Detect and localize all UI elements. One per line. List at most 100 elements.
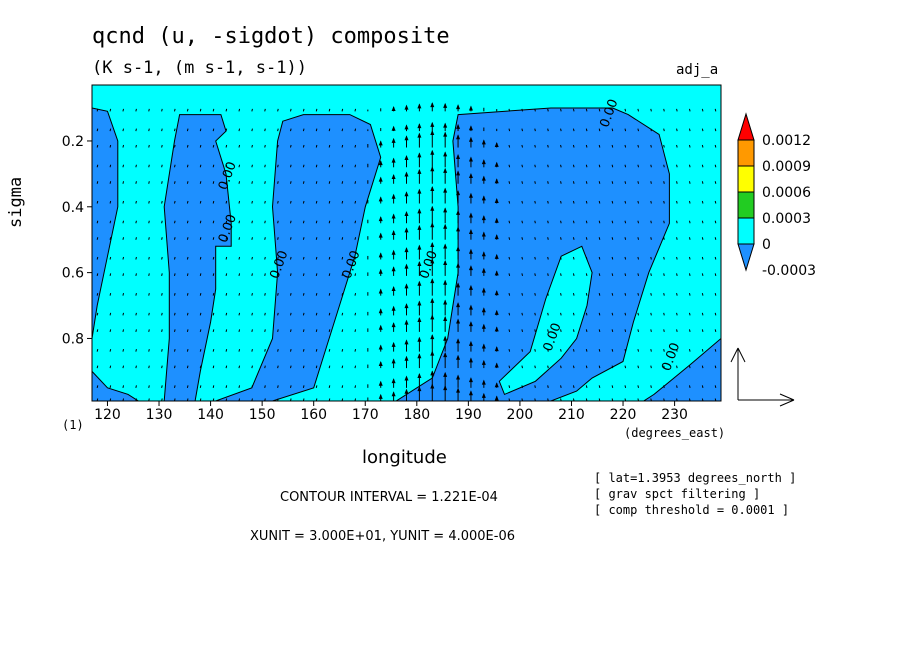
vector-arrow [509, 273, 510, 276]
vector-arrow [110, 237, 111, 240]
vector-arrow [599, 237, 600, 240]
vector-arrow [651, 273, 652, 276]
vector-arrow [509, 109, 510, 112]
vector-arrow [715, 201, 716, 204]
vector-arrow [342, 109, 343, 112]
vector-arrow [702, 329, 703, 332]
vector-arrow [252, 313, 253, 316]
vector-arrow [149, 129, 150, 132]
vector-arrow [329, 329, 330, 332]
vector-arrow [599, 366, 600, 369]
vector-arrow [239, 129, 240, 132]
vector-arrow [174, 109, 175, 112]
vector-arrow [715, 329, 716, 332]
vector-arrow [573, 366, 574, 369]
vector-arrow [599, 181, 600, 184]
vector-arrow [612, 273, 613, 276]
vector-arrow [535, 109, 536, 112]
vector-arrow [110, 273, 111, 276]
vector-arrow [123, 257, 124, 260]
vector-arrow [187, 349, 188, 352]
vector-arrow [612, 221, 613, 224]
vector-arrow [97, 366, 98, 369]
vector-arrow [200, 181, 201, 184]
vector-arrow [265, 181, 266, 184]
vector-arrow [664, 329, 665, 332]
vector-arrow [548, 237, 549, 240]
vector-arrow [651, 257, 652, 260]
vector-arrow [586, 293, 587, 296]
vector-arrow [149, 257, 150, 260]
vector-arrow [252, 366, 253, 369]
colorbar-label: 0 [762, 237, 771, 253]
vector-arrow [303, 201, 304, 204]
vector-arrow [689, 109, 690, 112]
vector-arrow [278, 293, 279, 296]
vector-arrow [174, 257, 175, 260]
vector-arrow [316, 145, 317, 148]
vector-arrow [316, 257, 317, 260]
vector-arrow [586, 257, 587, 260]
vector-arrow [252, 201, 253, 204]
vector-arrow [677, 181, 678, 184]
vector-arrow [522, 129, 523, 132]
vector-arrow [677, 385, 678, 388]
vector-arrow [303, 257, 304, 260]
vector-arrow [586, 385, 587, 388]
vector-arrow [689, 181, 690, 184]
vector-arrow [226, 329, 227, 332]
vector-arrow [97, 237, 98, 240]
vector-arrow [651, 329, 652, 332]
vector-arrow [187, 181, 188, 184]
vector-arrow [278, 366, 279, 369]
vector-arrow [509, 181, 510, 184]
vector-arrow [149, 181, 150, 184]
vector-arrow [226, 109, 227, 112]
y-tick-label: 0.2 [62, 134, 84, 150]
vector-arrow [677, 145, 678, 148]
vector-arrow [677, 201, 678, 204]
vector-arrow [702, 165, 703, 168]
vector-arrow [239, 109, 240, 112]
vector-arrow [612, 201, 613, 204]
vector-arrow [97, 329, 98, 332]
vector-arrow [599, 129, 600, 132]
vector-arrow [187, 129, 188, 132]
colorbar-cap-top [738, 114, 754, 140]
vector-arrow [342, 201, 343, 204]
vector-arrow [174, 165, 175, 168]
vector-arrow [136, 109, 137, 112]
vector-arrow [316, 293, 317, 296]
x-tick-label: 210 [558, 407, 585, 423]
vector-arrow [213, 181, 214, 184]
x-tick-label: 140 [197, 407, 224, 423]
vector-arrow [715, 313, 716, 316]
vector-arrow [110, 221, 111, 224]
vector-arrow [599, 165, 600, 168]
vector-arrow [252, 349, 253, 352]
vector-arrow [136, 221, 137, 224]
vector-arrow [200, 273, 201, 276]
vector-arrow [548, 165, 549, 168]
vector-arrow [290, 329, 291, 332]
vector-arrow [97, 349, 98, 352]
vector-arrow [625, 313, 626, 316]
vector-arrow [149, 329, 150, 332]
vector-arrow [200, 145, 201, 148]
vector-arrow [329, 237, 330, 240]
reference-vector [731, 348, 794, 406]
vector-arrow [213, 221, 214, 224]
vector-arrow [316, 201, 317, 204]
vector-arrow [599, 109, 600, 112]
vector-arrow [200, 293, 201, 296]
vector-arrow [664, 237, 665, 240]
vector-arrow [187, 313, 188, 316]
vector-arrow [239, 257, 240, 260]
vector-arrow [561, 313, 562, 316]
vector-arrow [509, 221, 510, 224]
vector-arrow [677, 366, 678, 369]
vector-arrow [689, 313, 690, 316]
vector-arrow [329, 129, 330, 132]
vector-arrow [548, 221, 549, 224]
